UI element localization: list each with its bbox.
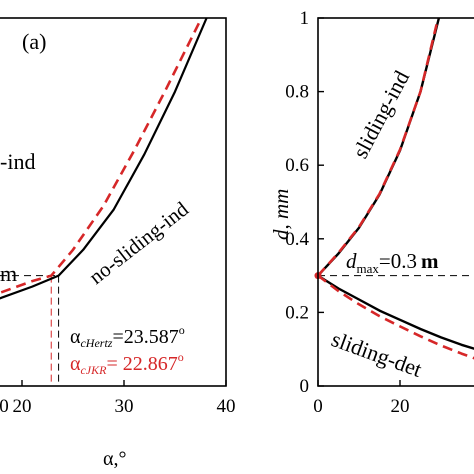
dmax-value: =0.3 xyxy=(379,249,417,273)
alpha-hertz-value: =23.587 xyxy=(112,326,178,348)
right-y-axis-label: d, mm xyxy=(269,189,293,240)
dmax-italic: d xyxy=(346,249,357,273)
alpha-jkr-annotation: αcJKR= 22.867o xyxy=(70,350,184,377)
alpha-jkr-value: = 22.867 xyxy=(106,353,177,375)
dmax-sub: max xyxy=(357,261,380,276)
right-region-label-sliding-det: sliding-det xyxy=(328,326,425,382)
left-region-label-ind: -ind xyxy=(0,149,35,174)
left-panel-label: (a) xyxy=(22,29,46,54)
right-y-tick-label-4: 0.8 xyxy=(285,82,309,103)
alpha-hertz-sup: o xyxy=(179,323,185,337)
alpha-hertz-sub: cHertz xyxy=(80,336,112,350)
left-chart: 20 30 400 (a) -ind no-sliding-ind m αcHert… xyxy=(0,17,236,470)
left-x-tick-label-partial: 0 xyxy=(0,396,9,417)
right-series-ind-dashed xyxy=(317,17,440,277)
right-y-tick-label-1: 0.2 xyxy=(285,302,309,323)
left-ticks: 20 30 40 0 xyxy=(0,380,236,417)
alpha-hertz-prefix: α xyxy=(70,326,81,348)
left-x-axis-label: α,° xyxy=(103,448,126,470)
right-plot-frame xyxy=(317,17,474,387)
left-series-hertz xyxy=(0,17,208,300)
right-x-tick-label-1: 20 xyxy=(391,396,410,417)
left-x-tick-label-0: 20 xyxy=(13,396,32,417)
left-region-label-m: m xyxy=(0,261,17,286)
left-x-tick-label-2: 40 xyxy=(217,396,236,417)
right-y-tick-label-0: 0 xyxy=(300,376,310,397)
right-series-ind-solid xyxy=(317,17,441,277)
dmax-unit: m xyxy=(421,249,439,273)
alpha-jkr-sub: cJKR xyxy=(80,363,107,377)
alpha-jkr-sup: o xyxy=(178,350,184,364)
left-series-group xyxy=(0,17,208,300)
left-series-jkr xyxy=(0,17,203,295)
dmax-annotation: dmax=0.3 m xyxy=(346,249,439,276)
right-x-tick-label-0: 0 xyxy=(313,396,323,417)
right-y-tick-label-2: 0.4 xyxy=(285,229,309,250)
right-series-group xyxy=(314,17,474,360)
right-ticks: 0 0.2 0.4 0.6 0.8 1 0 20 xyxy=(285,8,409,417)
right-chart: 0 0.2 0.4 0.6 0.8 1 0 20 sliding-ind sliding-de… xyxy=(269,8,474,417)
right-series-det-solid xyxy=(317,274,474,350)
left-plot-frame xyxy=(0,17,227,387)
left-threshold-lines xyxy=(0,275,60,386)
alpha-hertz-annotation: αcHertz=23.587o xyxy=(70,323,185,350)
right-series-det-dashed xyxy=(317,274,474,360)
right-y-tick-label-3: 0.6 xyxy=(285,155,309,176)
right-region-label-sliding-ind: sliding-ind xyxy=(347,66,414,162)
right-y-tick-label-5: 1 xyxy=(300,8,310,29)
left-x-tick-label-1: 30 xyxy=(115,396,134,417)
alpha-jkr-prefix: α xyxy=(70,353,81,375)
